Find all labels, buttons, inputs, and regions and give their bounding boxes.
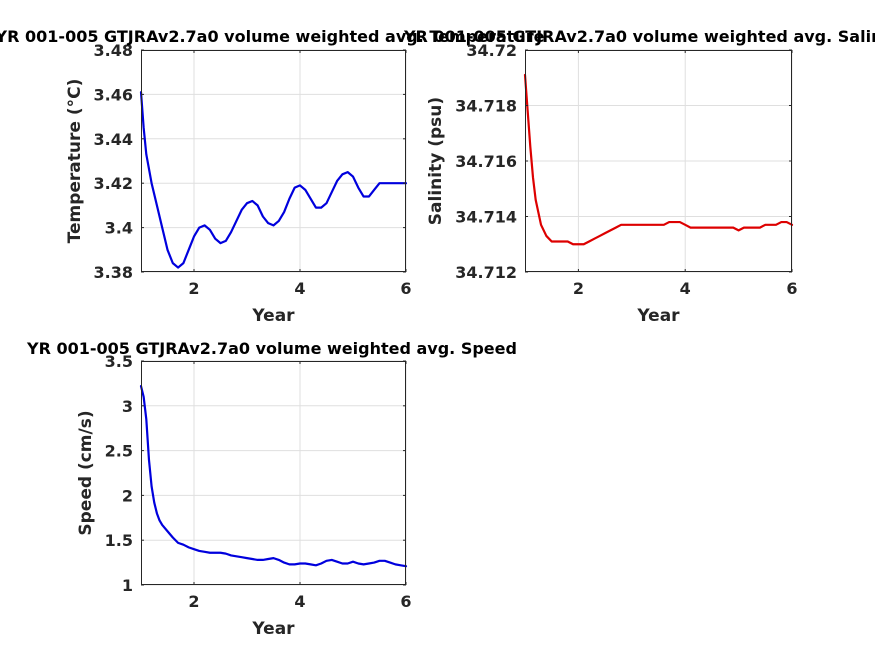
salinity-y-tick-label: 34.714 <box>455 208 517 227</box>
salinity-y-tick-label: 34.712 <box>455 263 517 282</box>
temperature-y-axis-label: Temperature (°C) <box>65 79 85 244</box>
speed-x-axis-label: Year <box>251 619 295 639</box>
temperature-chart-title: YR 001-005 GTJRAv2.7a0 volume weighted a… <box>0 27 545 46</box>
salinity-chart-title: YR 001-005 GTJRAv2.7a0 volume weighted a… <box>403 27 875 46</box>
salinity-x-tick-label: 4 <box>680 279 691 298</box>
speed-series-line <box>139 384 408 568</box>
salinity-y-tick-label: 34.718 <box>455 97 517 116</box>
speed-x-tick-label: 6 <box>400 592 411 611</box>
temperature-x-axis-label: Year <box>251 306 295 326</box>
salinity-y-tick-label: 34.72 <box>466 41 517 60</box>
temperature-chart: 2 4 6 3.38 3.4 3.42 3.44 3.46 3.48 Year Temperatur… <box>0 27 545 326</box>
speed-y-tick-label: 1 <box>122 576 133 595</box>
salinity-y-axis-label: Salinity (psu) <box>426 97 446 225</box>
speed-y-tick-label: 2.5 <box>105 442 133 461</box>
temperature-x-tick-label: 2 <box>188 279 199 298</box>
speed-y-tick-label: 3.5 <box>105 352 133 371</box>
salinity-x-tick-label: 2 <box>573 279 584 298</box>
speed-plot-area <box>141 361 406 585</box>
speed-y-tick-label: 1.5 <box>105 531 133 550</box>
temperature-y-tick-label: 3.42 <box>94 174 133 193</box>
speed-chart-title: YR 001-005 GTJRAv2.7a0 volume weighted a… <box>26 339 517 358</box>
speed-y-tick-label: 2 <box>122 486 133 505</box>
speed-x-tick-label: 2 <box>188 592 199 611</box>
speed-y-axis-label: Speed (cm/s) <box>76 410 96 535</box>
temperature-axes-box <box>141 50 406 272</box>
temperature-x-tick-label: 4 <box>294 279 305 298</box>
temperature-y-tick-label: 3.46 <box>94 85 133 104</box>
temperature-plot-area <box>141 50 406 272</box>
salinity-y-tick-label: 34.716 <box>455 152 517 171</box>
salinity-x-axis-label: Year <box>636 306 680 326</box>
temperature-y-tick-label: 3.38 <box>94 263 133 282</box>
temperature-series-line <box>139 91 408 269</box>
speed-x-tick-label: 4 <box>294 592 305 611</box>
salinity-x-tick-label: 6 <box>786 279 797 298</box>
speed-axes-box <box>141 361 406 585</box>
temperature-y-tick-label: 3.44 <box>94 130 133 149</box>
speed-y-tick-label: 3 <box>122 397 133 416</box>
speed-chart: 2 4 6 1 1.5 2 2.5 3 3.5 Year Speed (cm/s) YR 001-00… <box>26 339 517 639</box>
salinity-chart: 2 4 6 34.712 34.714 34.716 34.718 34.72 Year Sali… <box>403 27 875 326</box>
salinity-series-line <box>523 73 794 246</box>
temperature-x-tick-label: 6 <box>400 279 411 298</box>
temperature-y-tick-label: 3.4 <box>105 219 133 238</box>
temperature-y-tick-label: 3.48 <box>94 41 133 60</box>
